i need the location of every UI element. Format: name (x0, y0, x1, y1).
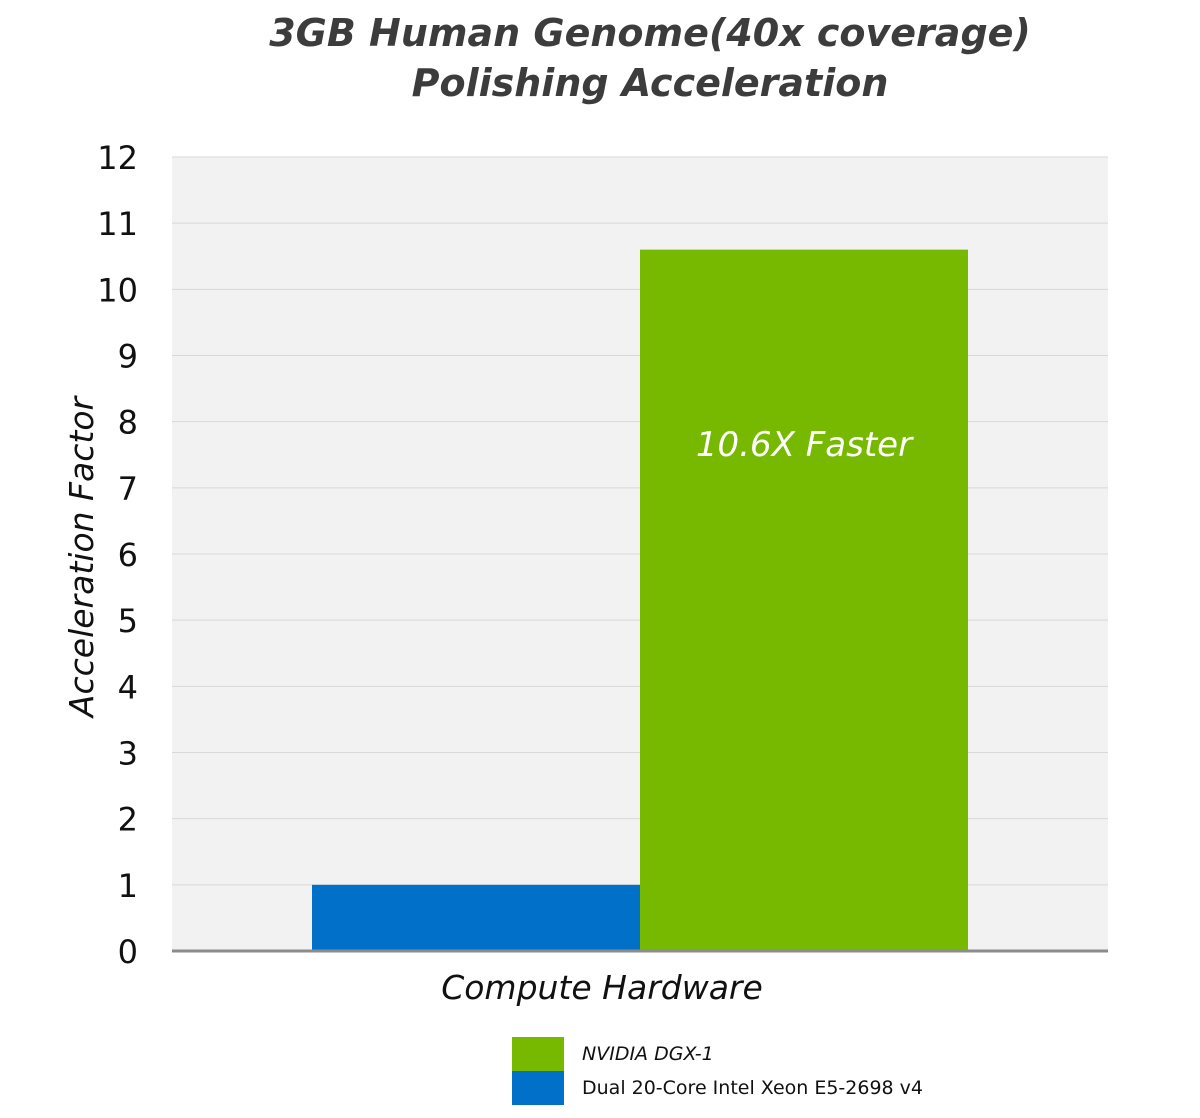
legend-swatch (512, 1071, 564, 1105)
bar-dual-20-core-intel-xeon-e5-2698-v4 (312, 884, 640, 951)
y-tick-label-12: 12 (97, 139, 138, 177)
legend-label: NVIDIA DGX-1 (582, 1043, 714, 1065)
x-axis-title: Compute Hardware (441, 968, 763, 1007)
y-tick-label-2: 2 (118, 801, 138, 839)
legend: NVIDIA DGX-1 Dual 20-Core Intel Xeon E5-2… (512, 1037, 923, 1105)
y-tick-label-4: 4 (118, 668, 138, 706)
y-tick-label-9: 9 (118, 338, 138, 376)
bar-annotation-0: 10.6X Faster (696, 425, 914, 465)
y-tick-label-10: 10 (97, 271, 138, 309)
legend-item: Dual 20-Core Intel Xeon E5-2698 v4 (512, 1071, 923, 1105)
y-axis-title: Acceleration Factor (62, 394, 101, 719)
y-tick-label-0: 0 (118, 933, 138, 971)
bar-annotations: 10.6X Faster (696, 425, 914, 465)
y-tick-label-1: 1 (118, 867, 138, 905)
y-tick-label-3: 3 (118, 735, 138, 773)
legend-item: NVIDIA DGX-1 (512, 1037, 923, 1071)
bar-nvidia-dgx-1 (640, 249, 968, 952)
legend-label: Dual 20-Core Intel Xeon E5-2698 v4 (582, 1077, 924, 1099)
chart-title-line-1: 3GB Human Genome(40x coverage) (269, 11, 1031, 55)
y-tick-label-11: 11 (97, 205, 138, 243)
y-tick-label-8: 8 (118, 404, 138, 442)
y-tick-label-6: 6 (118, 536, 138, 574)
y-tick-label-5: 5 (118, 602, 138, 640)
bars (312, 249, 968, 952)
legend-swatch (512, 1037, 564, 1071)
y-tick-label-7: 7 (118, 470, 138, 508)
chart-title-line-2: Polishing Acceleration (411, 61, 889, 105)
